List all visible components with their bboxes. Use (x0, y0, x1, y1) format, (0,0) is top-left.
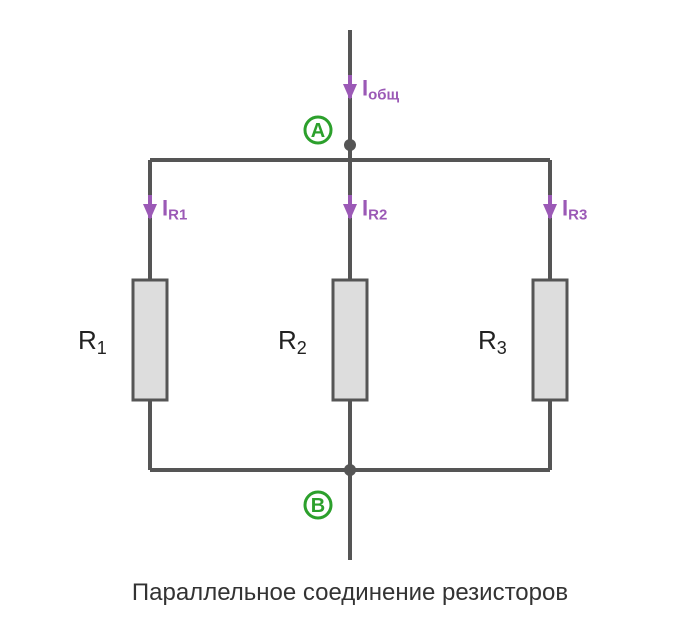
current-total-label: Iобщ (362, 76, 400, 104)
resistor-label-R2: R2 (278, 325, 307, 358)
node-a-letter: A (311, 120, 325, 142)
node-b-letter: B (311, 495, 325, 517)
current-branch-2-label: IR2 (362, 196, 387, 224)
resistor-R3 (533, 280, 567, 400)
resistor-label-R3: R3 (478, 325, 507, 358)
resistor-label-R1: R1 (78, 325, 107, 358)
current-branch-1-label: IR1 (162, 196, 187, 224)
node-a-dot (344, 139, 356, 151)
current-branch-3-label: IR3 (562, 196, 587, 224)
diagram-caption: Параллельное соединение резисторов (132, 579, 568, 606)
resistor-R2 (333, 280, 367, 400)
circuit-diagram: R1 R2 R3 A B Iобщ IR1 IR2 IR3 Параллельное соедин… (0, 0, 700, 640)
node-b-dot (344, 464, 356, 476)
resistor-R1 (133, 280, 167, 400)
